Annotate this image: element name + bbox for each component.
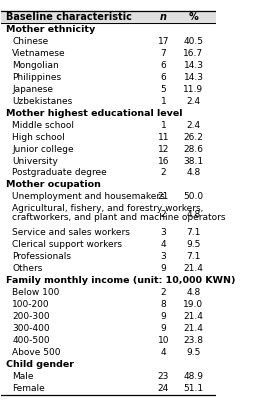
Text: Postgraduate degree: Postgraduate degree [12,168,107,178]
Text: 48.9: 48.9 [183,372,203,381]
Text: Mongolian: Mongolian [12,61,59,70]
Text: Mother ethnicity: Mother ethnicity [6,25,95,34]
Text: Others: Others [12,264,42,273]
Text: 40.5: 40.5 [183,37,203,46]
Text: Mother ocupation: Mother ocupation [6,180,101,190]
Text: 3: 3 [161,252,166,261]
Text: 21.4: 21.4 [184,264,203,273]
Text: 6: 6 [161,61,166,70]
Text: 5: 5 [161,85,166,94]
Text: 9: 9 [161,264,166,273]
Text: 24: 24 [158,384,169,393]
Text: 100-200: 100-200 [12,300,50,309]
Text: 7.1: 7.1 [186,228,201,237]
Text: Uzbekistanes: Uzbekistanes [12,97,72,106]
Text: High school: High school [12,132,65,142]
Text: Service and sales workers: Service and sales workers [12,228,130,237]
Text: Male: Male [12,372,34,381]
Text: Baseline characteristic: Baseline characteristic [6,12,132,22]
Text: Child gender: Child gender [6,360,74,369]
Text: Vietnamese: Vietnamese [12,49,66,58]
Text: 2.4: 2.4 [186,120,201,130]
Text: 38.1: 38.1 [183,156,203,166]
Text: Professionals: Professionals [12,252,71,261]
Text: Philippines: Philippines [12,73,61,82]
Text: 1: 1 [161,120,166,130]
Text: craftworkers, and plant and machine operators: craftworkers, and plant and machine oper… [12,213,226,222]
Text: 12: 12 [158,144,169,154]
Text: 2: 2 [161,288,166,297]
Text: Family monthly income (unit: 10,000 KWN): Family monthly income (unit: 10,000 KWN) [6,276,235,285]
Text: Clerical support workers: Clerical support workers [12,240,122,249]
Text: 21.4: 21.4 [184,324,203,333]
Text: 9.5: 9.5 [186,240,201,249]
Text: 16: 16 [158,156,169,166]
Text: 8: 8 [161,300,166,309]
Text: 17: 17 [158,37,169,46]
Text: University: University [12,156,58,166]
Text: Chinese: Chinese [12,37,48,46]
Text: 200-300: 200-300 [12,312,50,321]
Text: Agricultural, fishery, and forestry workers,: Agricultural, fishery, and forestry work… [12,204,203,213]
Text: Japanese: Japanese [12,85,53,94]
Text: 4: 4 [161,348,166,357]
Text: 400-500: 400-500 [12,336,50,345]
Text: %: % [189,12,198,22]
Text: Unemployment and housemakers: Unemployment and housemakers [12,192,165,202]
Text: Female: Female [12,384,45,393]
Text: 51.1: 51.1 [183,384,203,393]
Text: Above 500: Above 500 [12,348,61,357]
Text: 23.8: 23.8 [183,336,203,345]
Text: 26.2: 26.2 [184,132,203,142]
Text: 7.1: 7.1 [186,252,201,261]
Text: 3: 3 [161,228,166,237]
Text: 2: 2 [161,168,166,178]
Text: Middle school: Middle school [12,120,74,130]
Text: Junior college: Junior college [12,144,74,154]
Bar [1,11,216,23]
Text: 21.4: 21.4 [184,312,203,321]
Text: 14.3: 14.3 [183,73,203,82]
Text: 4.8: 4.8 [186,168,201,178]
Text: 14.3: 14.3 [183,61,203,70]
Text: 1: 1 [161,97,166,106]
Text: 9: 9 [161,324,166,333]
Text: 16.7: 16.7 [183,49,203,58]
Text: 10: 10 [158,336,169,345]
Text: Mother highest educational level: Mother highest educational level [6,108,182,118]
Text: 28.6: 28.6 [183,144,203,154]
Text: 300-400: 300-400 [12,324,50,333]
Text: 19.0: 19.0 [183,300,203,309]
Text: 21: 21 [158,192,169,202]
Text: 23: 23 [158,372,169,381]
Text: 2.4: 2.4 [186,97,201,106]
Text: 7: 7 [161,49,166,58]
Text: 2: 2 [161,210,166,220]
Text: 11.9: 11.9 [183,85,203,94]
Text: 9: 9 [161,312,166,321]
Text: n: n [160,12,167,22]
Text: Below 100: Below 100 [12,288,59,297]
Text: 4.8: 4.8 [186,210,201,220]
Text: 4.8: 4.8 [186,288,201,297]
Text: 9.5: 9.5 [186,348,201,357]
Text: 11: 11 [158,132,169,142]
Text: 6: 6 [161,73,166,82]
Text: 4: 4 [161,240,166,249]
Text: 50.0: 50.0 [183,192,203,202]
